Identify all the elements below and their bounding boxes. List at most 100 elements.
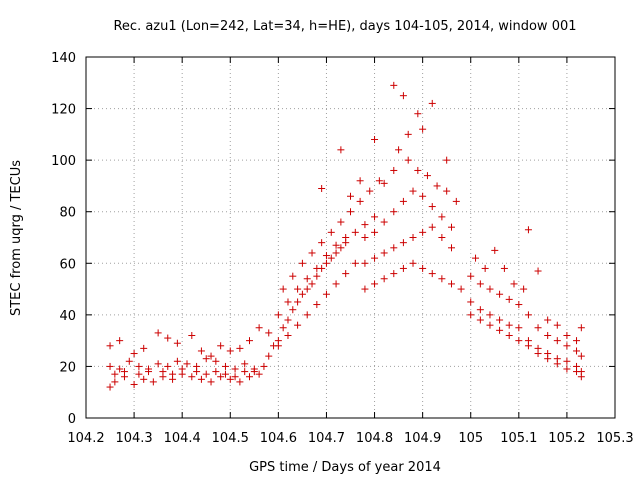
data-point: [298, 259, 306, 267]
grid-lines: [86, 57, 615, 418]
data-point: [159, 368, 167, 376]
y-tick-label: 80: [59, 206, 76, 221]
data-point: [154, 329, 162, 337]
data-point: [130, 350, 138, 358]
data-point: [164, 362, 172, 370]
data-point: [447, 223, 455, 231]
data-point: [380, 275, 388, 283]
data-point: [563, 357, 571, 365]
data-point: [347, 192, 354, 200]
data-point: [476, 280, 484, 288]
data-point: [414, 110, 422, 118]
data-point: [409, 187, 417, 195]
data-point: [553, 360, 561, 368]
data-point: [371, 228, 379, 236]
data-point: [361, 259, 369, 267]
data-point: [534, 324, 542, 332]
data-point: [318, 185, 326, 193]
data-point: [395, 146, 403, 154]
data-point: [414, 166, 422, 174]
data-point: [563, 331, 571, 339]
data-point: [510, 280, 518, 288]
data-point: [524, 342, 532, 350]
data-point: [279, 285, 287, 293]
data-point: [500, 264, 508, 272]
data-point: [106, 342, 114, 350]
data-points: [106, 81, 585, 391]
data-point: [140, 344, 148, 352]
data-point: [577, 324, 585, 332]
data-point: [505, 295, 513, 303]
data-point: [447, 244, 455, 252]
data-point: [202, 355, 210, 363]
y-tick-label: 60: [59, 257, 76, 272]
data-point: [452, 197, 460, 205]
data-point: [308, 280, 316, 288]
data-point: [289, 306, 297, 314]
data-point: [231, 373, 239, 381]
data-point: [356, 177, 364, 185]
data-point: [241, 360, 249, 368]
data-point: [419, 228, 427, 236]
data-point: [404, 156, 412, 164]
data-point: [467, 311, 475, 319]
data-point: [476, 316, 484, 324]
data-point: [361, 221, 369, 229]
data-point: [553, 321, 561, 329]
data-point: [217, 342, 225, 350]
chart-title: Rec. azu1 (Lon=242, Lat=34, h=HE), days …: [113, 19, 576, 34]
data-point: [472, 254, 480, 262]
data-point: [255, 324, 263, 332]
y-axis-label: STEC from uqrg / TECUs: [9, 160, 24, 316]
data-point: [207, 378, 215, 386]
data-point: [231, 365, 239, 373]
data-point: [443, 187, 451, 195]
x-tick-label: 105.3: [596, 431, 633, 446]
data-point: [534, 350, 542, 358]
data-point: [246, 337, 254, 345]
x-tick-label: 104.2: [67, 431, 104, 446]
data-point: [515, 301, 523, 309]
data-point: [294, 285, 302, 293]
data-point: [375, 177, 383, 185]
data-point: [120, 368, 128, 376]
data-point: [178, 365, 186, 373]
data-point: [308, 249, 316, 257]
data-point: [294, 321, 302, 329]
data-point: [486, 311, 494, 319]
data-point: [399, 92, 407, 100]
data-point: [371, 280, 379, 288]
y-tick-label: 0: [68, 412, 76, 427]
data-point: [212, 368, 220, 376]
data-point: [274, 311, 282, 319]
data-point: [433, 182, 441, 190]
data-point: [515, 337, 523, 345]
data-point: [390, 208, 398, 216]
data-point: [486, 285, 494, 293]
data-point: [212, 357, 220, 365]
data-point: [577, 373, 585, 381]
data-point: [428, 99, 436, 107]
data-point: [236, 344, 244, 352]
data-point: [347, 208, 354, 216]
x-tick-label: 104.3: [115, 431, 152, 446]
data-point: [183, 360, 191, 368]
data-point: [496, 290, 504, 298]
data-point: [202, 370, 210, 378]
data-point: [573, 368, 581, 376]
data-point: [438, 213, 446, 221]
data-point: [322, 259, 330, 267]
data-point: [380, 249, 388, 257]
data-point: [419, 192, 427, 200]
data-point: [188, 331, 196, 339]
data-point: [274, 342, 282, 350]
data-point: [241, 368, 249, 376]
data-point: [236, 378, 244, 386]
data-point: [409, 234, 417, 241]
data-point: [399, 197, 407, 205]
data-point: [221, 362, 229, 370]
data-point: [361, 234, 369, 241]
data-point: [544, 355, 552, 363]
data-point: [481, 264, 489, 272]
